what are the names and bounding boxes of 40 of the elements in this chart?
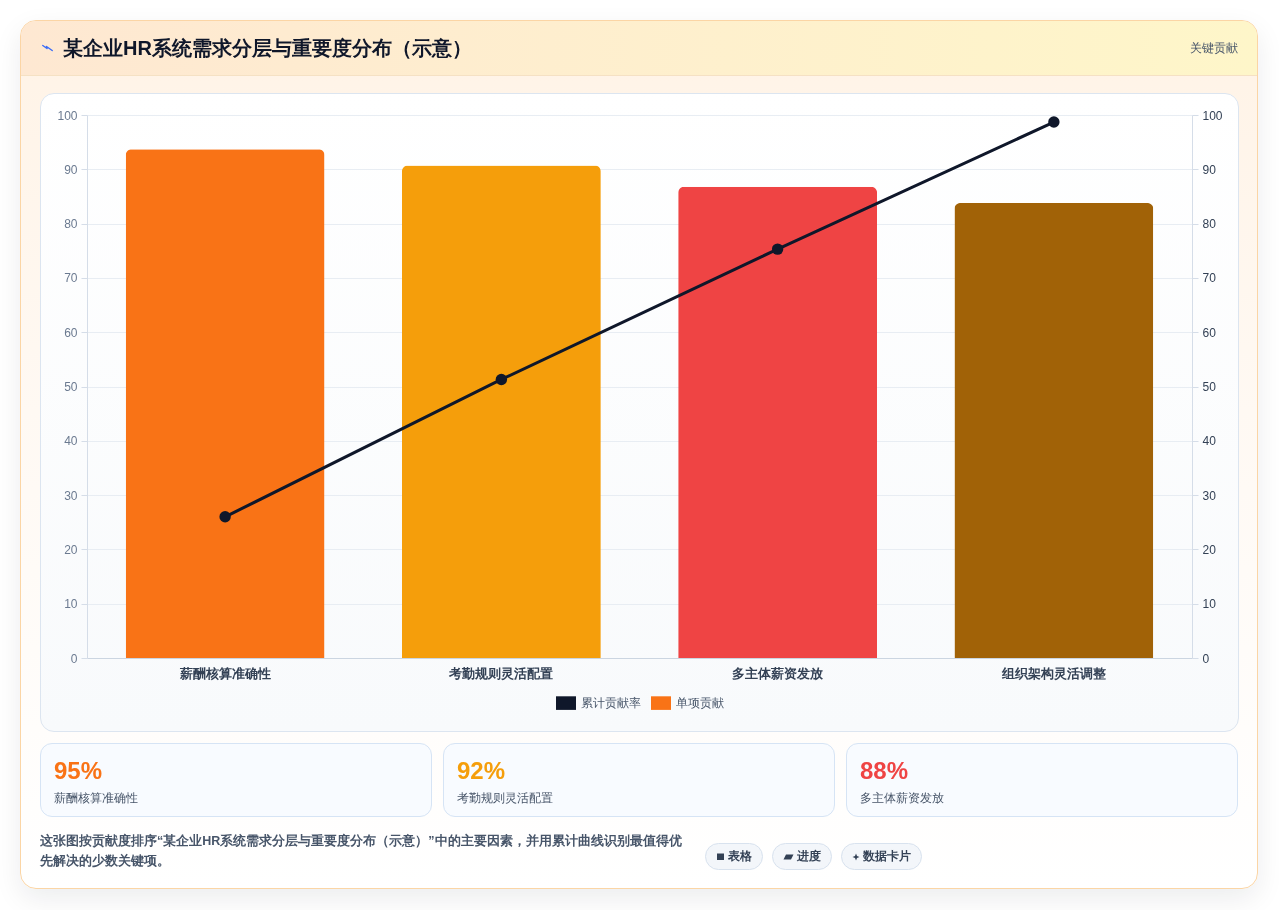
y2-tick-label: 20	[1202, 542, 1217, 557]
text: 92%	[457, 757, 506, 784]
x-tick-label: 组织架构灵活调整	[1000, 665, 1107, 681]
y2-tick-label: 100	[1202, 108, 1223, 123]
y-tick-label: 10	[64, 597, 78, 612]
y2-tick-label: 90	[1202, 162, 1217, 177]
y2-tick-label: 70	[1202, 271, 1217, 286]
y2-tick-label: 40	[1202, 434, 1217, 449]
chart-title: 某企业HR系统需求分层与重要度分布（示意）	[63, 36, 472, 61]
y2-tick-label: 60	[1202, 325, 1217, 340]
y-tick-label: 70	[64, 271, 78, 286]
y-tick-label: 0	[70, 651, 78, 666]
y-tick-label: 80	[64, 217, 78, 232]
y2-tick-label: 10	[1202, 597, 1217, 612]
x-tick-label: 考勤规则灵活配置	[448, 665, 554, 681]
y-tick-label: 20	[64, 542, 78, 557]
legend-label: 累计贡献率	[581, 696, 641, 711]
y2-tick-label: 30	[1202, 488, 1217, 503]
x-tick-label: 薪酬核算准确性	[178, 665, 271, 681]
text: 95%	[54, 757, 103, 784]
y2-tick-label: 80	[1202, 217, 1217, 232]
y-tick-label: 100	[57, 108, 78, 123]
legend-label: 单项贡献	[676, 696, 724, 711]
text: 88%	[860, 757, 909, 784]
text: 关键贡献	[1190, 40, 1238, 57]
x-tick-label: 多主体薪资发放	[732, 665, 825, 681]
y2-tick-label: 50	[1202, 380, 1217, 394]
category-label: 薪酬核算准确性	[54, 790, 138, 806]
category-label: 考勤规则灵活配置	[457, 790, 553, 806]
text: 表格	[728, 849, 752, 864]
text: 进度	[797, 849, 821, 864]
text: 这张图按贡献度排序“某企业HR系统需求分层与重要度分布（示意）”中的主要因素，并用累计曲线识别最值得优先解决的少数关键项。	[40, 832, 683, 870]
text: 数据卡片	[863, 849, 911, 864]
y-tick-label: 40	[64, 434, 78, 449]
y-tick-label: 90	[64, 162, 78, 177]
y-tick-label: 30	[64, 488, 78, 503]
y2-tick-label: 0	[1202, 651, 1210, 666]
category-label: 多主体薪资发放	[860, 790, 944, 806]
y-tick-label: 50	[64, 380, 78, 394]
y-tick-label: 60	[64, 325, 78, 340]
